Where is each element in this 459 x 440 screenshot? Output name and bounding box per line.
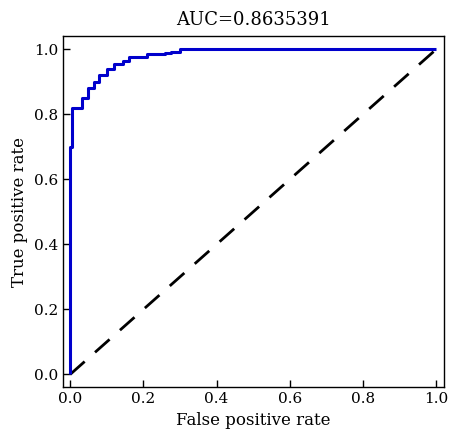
Y-axis label: True positive rate: True positive rate (11, 137, 28, 287)
Title: AUC=0.8635391: AUC=0.8635391 (175, 11, 330, 29)
X-axis label: False positive rate: False positive rate (175, 412, 330, 429)
